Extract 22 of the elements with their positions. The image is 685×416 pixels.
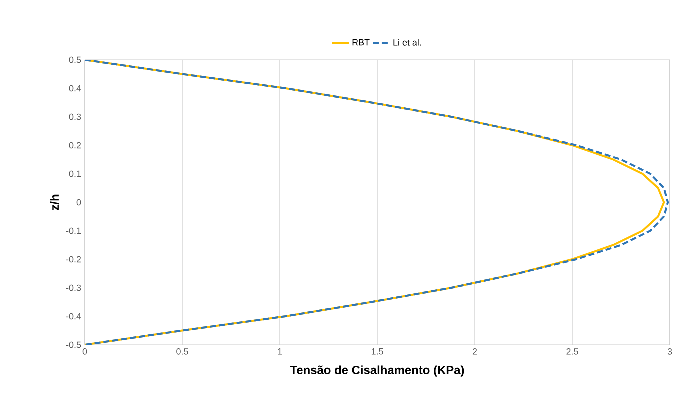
y-tick-label: 0.5 bbox=[69, 56, 82, 64]
x-tick-label: 1 bbox=[278, 348, 282, 355]
x-tick-label: 2.5 bbox=[566, 348, 578, 355]
y-tick-label: -0.4 bbox=[66, 313, 82, 320]
y-tick-label: 0.1 bbox=[69, 170, 82, 178]
y-tick-label: 0.4 bbox=[69, 85, 82, 92]
y-tick-label: -0.1 bbox=[66, 228, 82, 234]
y-tick-label: 0.2 bbox=[69, 142, 82, 149]
y-axis-title: z/h bbox=[50, 194, 60, 210]
y-tick-label: -0.3 bbox=[66, 284, 82, 292]
y-tick-label: 0.3 bbox=[69, 114, 82, 120]
x-tick-label: 0.5 bbox=[176, 348, 188, 355]
x-tick-label: 2 bbox=[472, 348, 478, 355]
x-tick-label: 1.5 bbox=[372, 348, 384, 355]
legend-label: Li et al. bbox=[394, 39, 422, 46]
x-tick-label: 0 bbox=[82, 348, 88, 355]
x-axis-title: Tensão de Cisalhamento (KPa) bbox=[290, 366, 464, 377]
y-tick-label: 0 bbox=[76, 199, 82, 206]
y-tick-label: -0.5 bbox=[66, 342, 82, 348]
x-tick-label: 3 bbox=[668, 348, 672, 355]
y-tick-label: -0.2 bbox=[66, 256, 82, 263]
legend-label: RBT bbox=[352, 39, 370, 46]
